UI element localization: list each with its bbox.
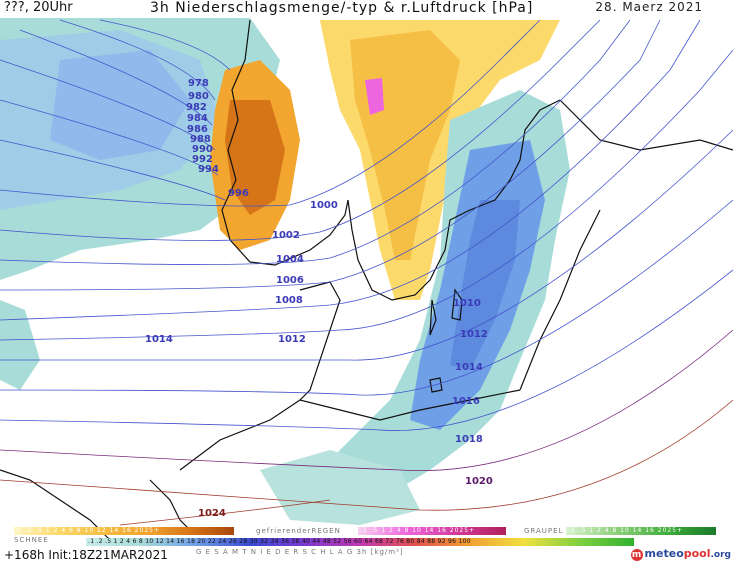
island-bornholm — [429, 377, 443, 393]
isobar-line — [0, 19, 701, 321]
isobar-label: 1012 — [460, 329, 488, 340]
isobar-label: 982 — [186, 102, 207, 113]
isobar-label: 992 — [192, 154, 213, 165]
isobar-label: 986 — [187, 124, 208, 135]
isobar-line — [0, 19, 631, 265]
precip-rain-baltic-core — [450, 200, 520, 370]
isobar-label: 1014 — [145, 334, 173, 345]
precip-freezing-rain — [365, 78, 384, 115]
meteopool-logo-icon: m — [630, 549, 643, 561]
legend-regen-label: gefrierenderREGEN — [256, 527, 341, 535]
coast-germany — [179, 389, 521, 471]
isobar-line — [0, 139, 226, 201]
legend-rain-bar — [358, 527, 506, 535]
isobar-labels: 978 980 982 984 986 988 990 992 994 996 … — [145, 78, 493, 519]
isobar-label: 1014 — [455, 362, 483, 373]
logo-pool-text: pool — [683, 547, 711, 560]
isobar-label: 994 — [198, 164, 219, 175]
legend-rain-scale: .1 .5 1 2 4 8 10 14 16 2025+ — [360, 527, 476, 534]
precip-moderate-rain-atlantic-core — [50, 50, 190, 160]
legend-snow-bar — [14, 527, 234, 535]
legend-graupel-bar — [566, 527, 716, 535]
isobar-label: 1024 — [198, 508, 226, 519]
isobar-line — [119, 499, 331, 526]
isobar-line — [0, 399, 733, 511]
isobar-line — [0, 99, 219, 176]
isobar-label: 1004 — [276, 254, 304, 265]
isobar-layer — [0, 19, 733, 526]
forecast-date: 28. Maerz 2021 — [595, 0, 703, 14]
legend-total-scale: .1 .2 .5 1 2 4 6 8 10 12 14 16 18 20 22 … — [88, 538, 471, 545]
isobar-line — [0, 19, 541, 207]
island-oland — [429, 299, 437, 336]
isobar-label: 1008 — [275, 295, 303, 306]
isobar-line — [0, 59, 216, 151]
isobar-line — [59, 19, 216, 101]
legend-total-bar — [86, 538, 634, 546]
isobar-line — [0, 129, 733, 361]
isobar-label: 990 — [192, 144, 213, 155]
isobar-line — [0, 19, 661, 291]
logo-org-text: .org — [710, 550, 731, 560]
legend-schnee-label: SCHNEE — [14, 536, 49, 544]
coast-norway — [221, 19, 349, 266]
isobar-label: 1006 — [276, 275, 304, 286]
coast-sweden — [347, 99, 561, 301]
isobar-label: 1010 — [453, 298, 481, 309]
meteopool-logo: m meteopool.org — [630, 547, 731, 561]
forecast-hour: +168h — [4, 548, 45, 562]
isobar-label: 1002 — [272, 230, 300, 241]
isobar-line — [0, 269, 733, 431]
map-title: 3h Niederschlagsmenge/-typ & r.Luftdruck… — [150, 0, 534, 16]
precip-light-rain-west-coast — [0, 300, 40, 390]
coast-denmark — [299, 281, 341, 401]
isobar-label: 980 — [188, 91, 209, 102]
isobar-label: 1018 — [455, 434, 483, 445]
precip-snow-norway-heavy — [225, 100, 285, 215]
isobar-line — [0, 329, 733, 471]
isobar-line — [0, 19, 601, 241]
coast-finland — [559, 99, 733, 151]
coastline-layer — [0, 19, 733, 541]
coast-uk — [0, 469, 111, 541]
legend-gesamt-label: G E S A M T N I E D E R S C H L A G 3h [… — [196, 548, 404, 556]
legend-graupel-scale: .1 .5 1 2 4 8 10 14 16 2025+ — [568, 527, 684, 534]
precipitation-layer — [0, 18, 570, 525]
coast-baltic-states — [519, 209, 601, 391]
run-label: ???, 20Uhr — [4, 0, 73, 15]
island-gotland — [451, 288, 463, 321]
isobar-label: 1016 — [452, 396, 480, 407]
legend-graupel-label: GRAUPEL — [524, 527, 564, 535]
isobar-label: 996 — [228, 188, 249, 199]
isobar-label: 1012 — [278, 334, 306, 345]
isobar-line — [99, 19, 231, 71]
coast-netherlands — [149, 479, 191, 531]
forecast-info: +168h Init:18Z21MAR2021 — [4, 548, 168, 562]
legend-snow-scale: .1 .2 .5 1 2 4 6 8 10 12 14 16 2025+ — [14, 527, 160, 534]
init-time: Init:18Z21MAR2021 — [48, 548, 168, 562]
isobar-label: 988 — [190, 134, 211, 145]
isobar-label: 1020 — [465, 476, 493, 487]
isobar-line — [19, 29, 213, 126]
isobar-line — [0, 199, 733, 396]
isobar-label: 1000 — [310, 200, 338, 211]
logo-meteo-text: meteo — [644, 547, 684, 560]
isobar-label: 984 — [187, 113, 208, 124]
isobar-line — [0, 49, 733, 341]
isobar-label: 978 — [188, 78, 209, 89]
